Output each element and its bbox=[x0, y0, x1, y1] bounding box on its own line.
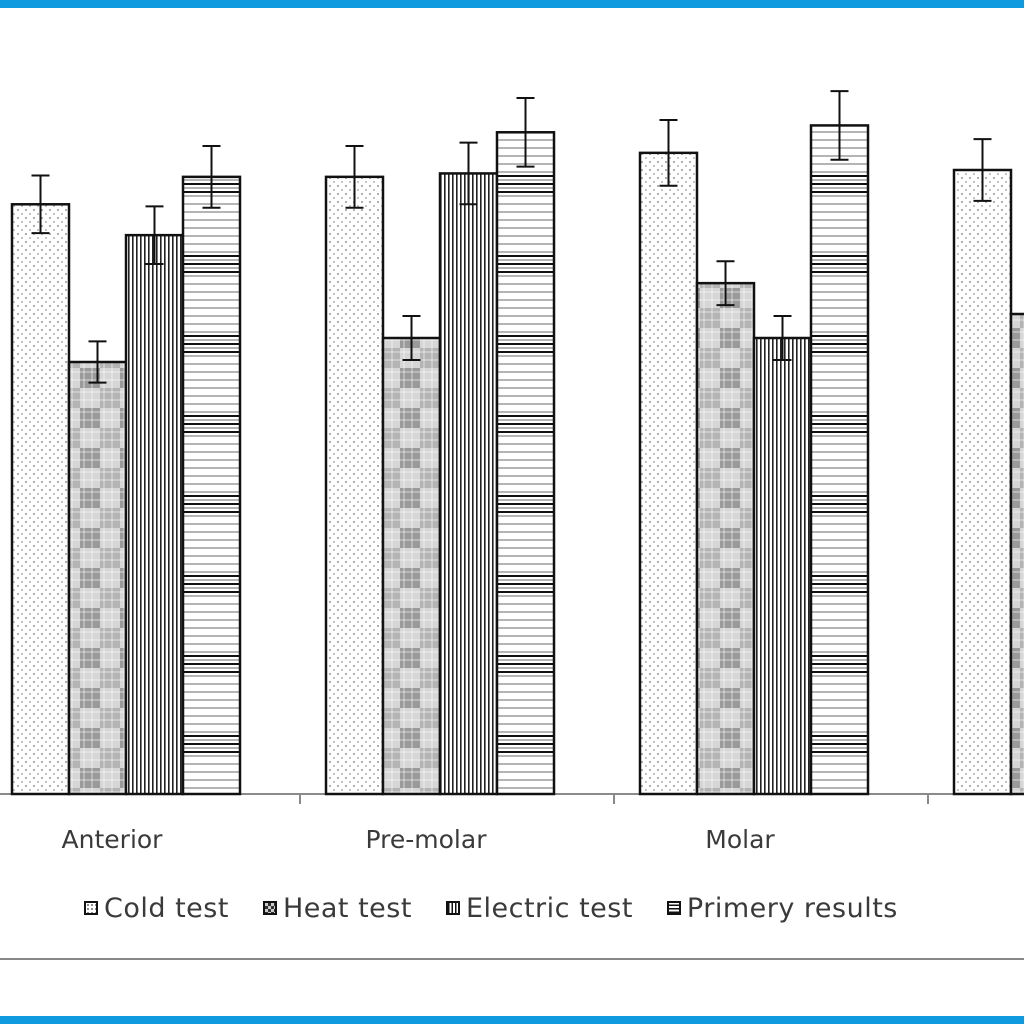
legend-label: Cold test bbox=[104, 892, 229, 924]
error-bar bbox=[659, 118, 678, 187]
bar-primery-results-molar bbox=[809, 124, 870, 796]
top-frame-bar bbox=[0, 0, 1024, 8]
bar-electric-test-anterior bbox=[124, 233, 185, 796]
error-bar bbox=[145, 205, 164, 265]
bar-cold-test-to bbox=[952, 168, 1013, 796]
legend-item-heat-test: Heat test bbox=[262, 892, 412, 924]
error-bar bbox=[516, 97, 535, 168]
error-bar bbox=[973, 138, 992, 202]
bar-heat-test-molar bbox=[695, 281, 756, 796]
bar-electric-test-molar bbox=[752, 336, 813, 796]
legend-divider bbox=[0, 958, 1024, 960]
x-tick-label: Molar bbox=[705, 825, 775, 854]
error-bar bbox=[459, 141, 478, 206]
legend-swatch-checker bbox=[262, 901, 277, 915]
bar-heat-test-pre-molar bbox=[381, 336, 442, 796]
legend-label: Electric test bbox=[465, 892, 633, 924]
error-bar bbox=[830, 90, 849, 161]
bar-primery-results-anterior bbox=[181, 175, 242, 796]
bottom-frame-bar bbox=[0, 1016, 1024, 1024]
legend-item-cold-test: Cold test bbox=[84, 893, 229, 924]
error-bar bbox=[345, 145, 364, 209]
bar-heat-test-to bbox=[1009, 312, 1024, 796]
legend-label: Primery results bbox=[686, 892, 898, 924]
x-tick-label: Anterior bbox=[62, 825, 164, 854]
chart-legend: Cold test Heat test Electric test Primer… bbox=[84, 888, 932, 928]
bar-electric-test-pre-molar bbox=[438, 172, 499, 796]
error-bar bbox=[202, 145, 221, 209]
x-tick-label: Pre-molar bbox=[366, 825, 488, 854]
bar-cold-test-molar bbox=[638, 151, 699, 796]
error-bar bbox=[716, 260, 735, 307]
legend-swatch-dots bbox=[84, 901, 98, 915]
error-bar bbox=[773, 315, 792, 361]
bar-cold-test-pre-molar bbox=[324, 175, 385, 796]
legend-item-primery-results: Primery results bbox=[666, 892, 898, 924]
legend-swatch-vlines bbox=[445, 901, 460, 915]
error-bar bbox=[402, 315, 421, 361]
bar-heat-test-anterior bbox=[67, 360, 128, 796]
error-bar bbox=[31, 174, 50, 235]
error-bar bbox=[88, 340, 107, 384]
legend-swatch-hlines bbox=[666, 901, 681, 915]
legend-label: Heat test bbox=[282, 892, 412, 924]
legend-item-electric-test: Electric test bbox=[445, 892, 633, 924]
bar-primery-results-pre-molar bbox=[495, 131, 556, 796]
bar-cold-test-anterior bbox=[10, 203, 71, 796]
